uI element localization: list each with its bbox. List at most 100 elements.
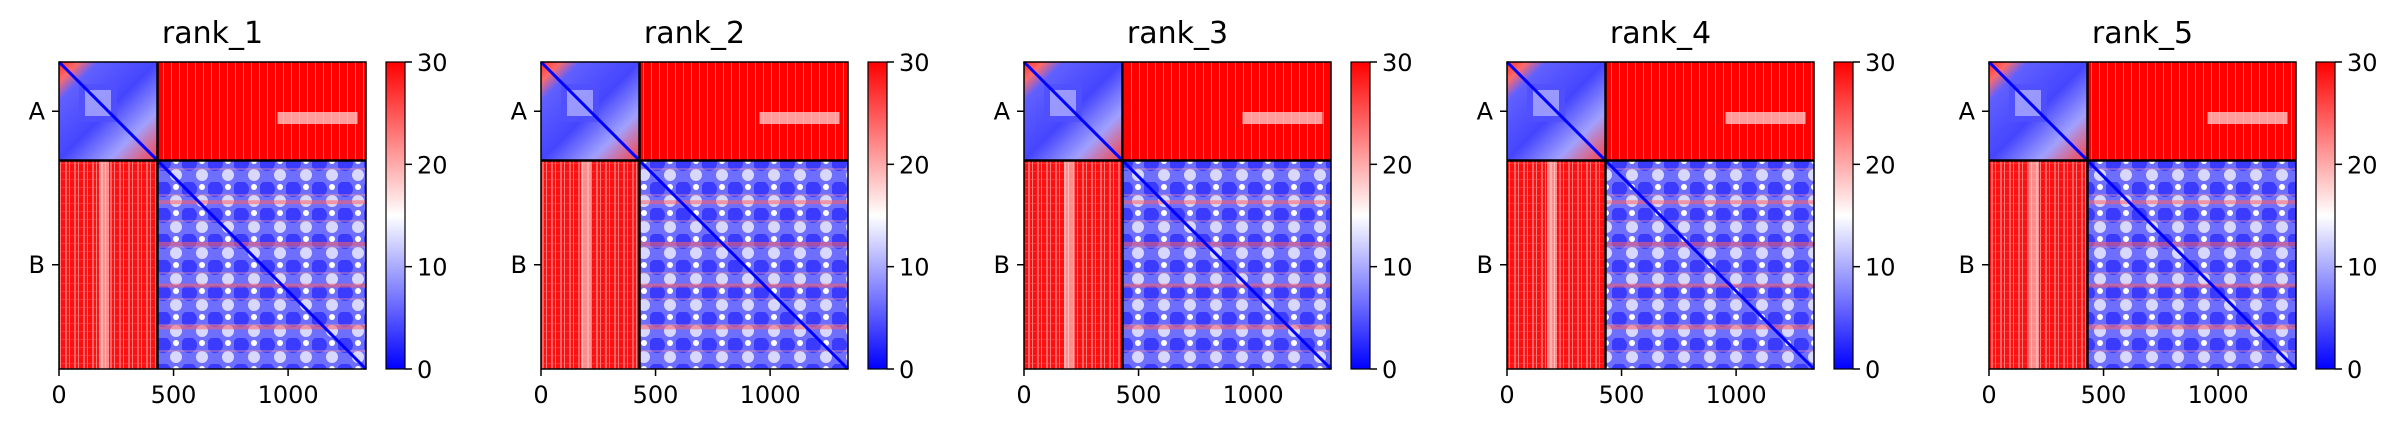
x-tick-label: 1000: [1706, 381, 1767, 409]
colorbar-tick-label: 0: [2347, 356, 2362, 384]
heatmap-band-bb: [157, 200, 366, 205]
heatmap-band-bb: [639, 200, 848, 205]
colorbar-tick-label: 0: [1382, 356, 1397, 384]
y-chain-label: B: [994, 251, 1010, 279]
heatmap-band-bb: [1605, 241, 1814, 246]
colorbar-tick-label: 20: [1382, 151, 1413, 179]
colorbar-tick-label: 10: [899, 254, 930, 282]
plot-frame: [1988, 61, 2297, 370]
heatmap-stripe-ab: [1242, 112, 1323, 124]
x-tick-label: 500: [2081, 381, 2127, 409]
colorbar: [1833, 61, 1854, 370]
panel-5: rank_5 0 500 1000 A B 0 10 20 30: [1959, 16, 2378, 409]
heatmap-stripe-ab: [759, 112, 840, 124]
colorbar-tick-label: 30: [1865, 49, 1896, 77]
x-tick-label: 0: [1499, 381, 1514, 409]
colorbar-tick-label: 0: [899, 356, 914, 384]
heatmap-band-bb: [1122, 325, 1331, 330]
colorbar-tick-label: 20: [2347, 151, 2378, 179]
x-tick-label: 0: [1981, 381, 1996, 409]
colorbar-tick-label: 30: [2347, 49, 2378, 77]
y-chain-label: A: [29, 97, 46, 125]
colorbar-tick-label: 20: [1865, 151, 1896, 179]
heatmap-band-bb: [639, 241, 848, 246]
heatmap-band-bb: [2087, 283, 2296, 288]
colorbar: [2315, 61, 2336, 370]
heatmap-band-bb: [1122, 241, 1331, 246]
heatmap-stripe-ab: [277, 112, 358, 124]
heatmap-band-bb: [1605, 325, 1814, 330]
panel-4: rank_4 0 500 1000 A B 0 10 20 30: [1477, 16, 1896, 409]
x-tick-label: 1000: [740, 381, 801, 409]
y-chain-label: B: [29, 251, 45, 279]
x-tick-label: 500: [1599, 381, 1645, 409]
heatmap-band-bb: [639, 283, 848, 288]
colorbar-tick-label: 0: [1865, 356, 1880, 384]
colorbar: [867, 61, 888, 370]
heatmap-band-bb: [1122, 200, 1331, 205]
heatmap-diagonal: [539, 60, 850, 371]
heatmap-diagonal: [1987, 60, 2298, 371]
y-chain-label: A: [994, 97, 1011, 125]
plot-frame: [540, 61, 849, 370]
colorbar-tick-label: 30: [899, 49, 930, 77]
heatmap-stripe-ba: [2029, 160, 2039, 369]
colorbar-tick-label: 10: [2347, 254, 2378, 282]
colorbar-tick-label: 10: [1865, 254, 1896, 282]
y-chain-label: A: [1477, 97, 1494, 125]
colorbar-tick-label: 10: [417, 254, 448, 282]
heatmap-band-bb: [1122, 283, 1331, 288]
heatmap-band-bb: [2087, 325, 2296, 330]
plot-frame: [58, 61, 367, 370]
x-tick-label: 500: [151, 381, 197, 409]
x-tick-label: 1000: [2188, 381, 2249, 409]
y-chain-label: B: [1477, 251, 1493, 279]
x-tick-label: 500: [633, 381, 679, 409]
x-tick-label: 0: [1016, 381, 1031, 409]
heatmap-block-ab: [639, 62, 848, 161]
plot-frame: [1023, 61, 1332, 370]
heatmap-block-ab: [1122, 62, 1331, 161]
heatmap-stripe-ba: [1064, 160, 1074, 369]
panel-3: rank_3 0 500 1000 A B 0 10 20 30: [994, 16, 1413, 409]
colorbar-tick-label: 30: [417, 49, 448, 77]
heatmap-stripe-ba: [581, 160, 591, 369]
heatmap-stripe-ba: [99, 160, 109, 369]
heatmap-block-ab: [157, 62, 366, 161]
panel-title: rank_3: [1127, 16, 1228, 51]
colorbar-tick-label: 20: [899, 151, 930, 179]
heatmap-band-bb: [1605, 283, 1814, 288]
x-tick-label: 1000: [1223, 381, 1284, 409]
heatmap-band-bb: [2087, 200, 2296, 205]
x-tick-label: 500: [1116, 381, 1162, 409]
x-tick-label: 1000: [258, 381, 319, 409]
panel-title: rank_2: [644, 16, 745, 51]
heatmap-band-bb: [157, 325, 366, 330]
x-tick-label: 0: [51, 381, 66, 409]
heatmap-stripe-ab: [1725, 112, 1806, 124]
heatmap-block-ab: [1605, 62, 1814, 161]
heatmap-block-ab: [2087, 62, 2296, 161]
colorbar: [1350, 61, 1371, 370]
colorbar-tick-label: 0: [417, 356, 432, 384]
heatmap-stripe-ba: [1547, 160, 1557, 369]
heatmap-band-bb: [2087, 241, 2296, 246]
colorbar-tick-label: 30: [1382, 49, 1413, 77]
y-chain-label: A: [511, 97, 528, 125]
heatmap-band-bb: [639, 325, 848, 330]
panel-title: rank_4: [1610, 16, 1711, 51]
y-chain-label: B: [1959, 251, 1975, 279]
panel-1: rank_1 0 500 1000 A B 0 10 20 30: [29, 16, 448, 409]
heatmap-diagonal: [1505, 60, 1816, 371]
heatmap-stripe-ab: [2207, 112, 2288, 124]
heatmap-diagonal: [57, 60, 368, 371]
heatmap-band-bb: [157, 241, 366, 246]
heatmap-diagonal: [1022, 60, 1333, 371]
colorbar-tick-label: 10: [1382, 254, 1413, 282]
x-tick-label: 0: [533, 381, 548, 409]
panel-title: rank_1: [162, 16, 263, 51]
plot-frame: [1506, 61, 1815, 370]
colorbar-tick-label: 20: [417, 151, 448, 179]
panel-2: rank_2 0 500 1000 A B 0 10 20 30: [511, 16, 930, 409]
